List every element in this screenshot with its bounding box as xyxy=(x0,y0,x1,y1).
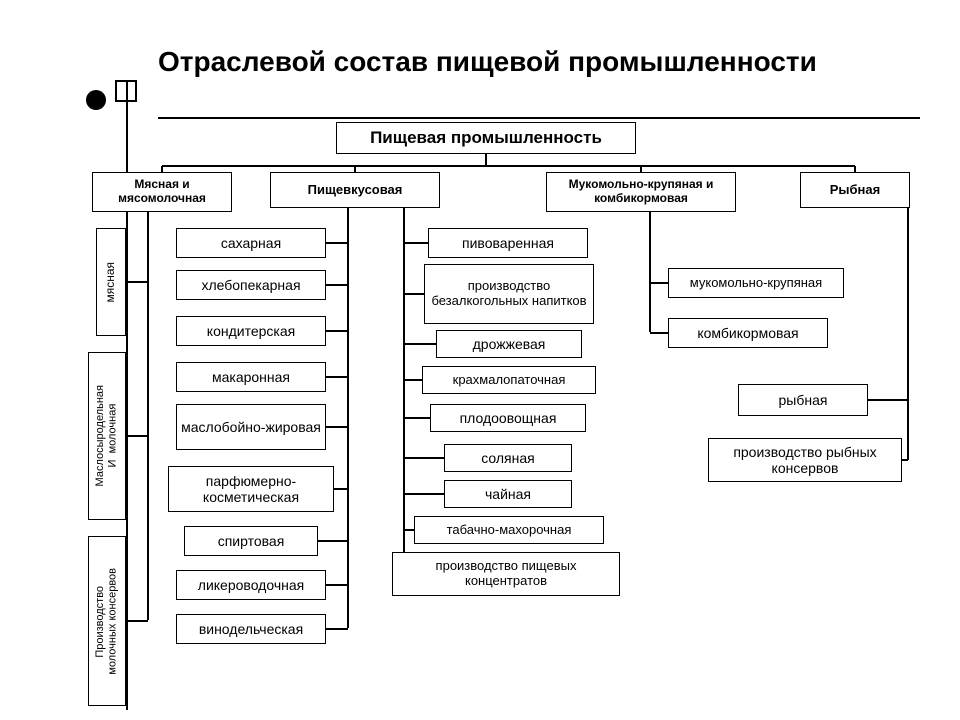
fish-1-label: производство рыбных консервов xyxy=(713,444,897,476)
flavor-right-0-label: пивоваренная xyxy=(462,235,554,251)
flavor-right-6-label: чайная xyxy=(485,486,531,502)
node-dairy-sub-label: Маслосыродельная И молочная xyxy=(94,385,119,486)
flavor-left-1: хлебопекарная xyxy=(176,270,326,300)
branch-fish: Рыбная xyxy=(800,172,910,208)
flavor-left-6-label: спиртовая xyxy=(218,533,285,549)
node-meat-sub-label: мясная xyxy=(104,262,118,303)
flavor-left-2-label: кондитерская xyxy=(207,323,295,339)
flavor-right-8: производство пищевых концентратов xyxy=(392,552,620,596)
flavor-left-1-label: хлебопекарная xyxy=(201,277,300,293)
node-meat-sub: мясная xyxy=(96,228,126,336)
flavor-left-0-label: сахарная xyxy=(221,235,281,251)
flavor-left-0: сахарная xyxy=(176,228,326,258)
root-label: Пищевая промышленность xyxy=(370,128,602,148)
flour-0-label: мукомольно-крупяная xyxy=(690,276,822,291)
fish-1: производство рыбных консервов xyxy=(708,438,902,482)
flavor-left-8-label: винодельческая xyxy=(199,621,303,637)
flavor-left-3: макаронная xyxy=(176,362,326,392)
flavor-right-0: пивоваренная xyxy=(428,228,588,258)
root-node: Пищевая промышленность xyxy=(336,122,636,154)
branch-flavor-label: Пищевкусовая xyxy=(308,183,403,198)
flavor-right-3-label: крахмалопаточная xyxy=(453,373,566,388)
branch-flavor: Пищевкусовая xyxy=(270,172,440,208)
flavor-right-7-label: табачно-махорочная xyxy=(447,523,572,538)
flavor-right-4: плодоовощная xyxy=(430,404,586,432)
title-text: Отраслевой состав пищевой промышленности xyxy=(158,46,817,77)
flavor-left-5-label: парфюмерно-косметическая xyxy=(173,473,329,505)
flavor-right-4-label: плодоовощная xyxy=(460,410,557,426)
node-cans-sub: Производство молочных консервов xyxy=(88,536,126,706)
flour-0: мукомольно-крупяная xyxy=(668,268,844,298)
flour-1-label: комбикормовая xyxy=(697,325,798,341)
flavor-right-5: соляная xyxy=(444,444,572,472)
flavor-right-7: табачно-махорочная xyxy=(414,516,604,544)
branch-fish-label: Рыбная xyxy=(830,183,880,198)
flavor-right-1: производство безалкогольных напитков xyxy=(424,264,594,324)
flavor-right-5-label: соляная xyxy=(481,450,534,466)
branch-flour-label: Мукомольно-крупяная и комбикормовая xyxy=(551,178,731,206)
flavor-right-8-label: производство пищевых концентратов xyxy=(397,559,615,589)
node-cans-sub-label: Производство молочных консервов xyxy=(94,568,119,675)
flavor-right-2-label: дрожжевая xyxy=(473,336,546,352)
flavor-left-2: кондитерская xyxy=(176,316,326,346)
node-dairy-sub: Маслосыродельная И молочная xyxy=(88,352,126,520)
flavor-left-7: ликероводочная xyxy=(176,570,326,600)
flavor-right-3: крахмалопаточная xyxy=(422,366,596,394)
flavor-left-4-label: маслобойно-жировая xyxy=(181,419,321,435)
flavor-left-4: маслобойно-жировая xyxy=(176,404,326,450)
fish-0-label: рыбная xyxy=(779,392,828,408)
flavor-right-2: дрожжевая xyxy=(436,330,582,358)
fish-0: рыбная xyxy=(738,384,868,416)
branch-meat-label: Мясная и мясомолочная xyxy=(97,178,227,206)
flavor-left-5: парфюмерно-косметическая xyxy=(168,466,334,512)
flavor-left-3-label: макаронная xyxy=(212,369,290,385)
flavor-left-8: винодельческая xyxy=(176,614,326,644)
page-title: Отраслевой состав пищевой промышленности xyxy=(158,46,817,78)
flour-1: комбикормовая xyxy=(668,318,828,348)
flavor-right-1-label: производство безалкогольных напитков xyxy=(429,279,589,309)
branch-flour: Мукомольно-крупяная и комбикормовая xyxy=(546,172,736,212)
flavor-left-7-label: ликероводочная xyxy=(198,577,304,593)
flavor-left-6: спиртовая xyxy=(184,526,318,556)
branch-meat: Мясная и мясомолочная xyxy=(92,172,232,212)
flavor-right-6: чайная xyxy=(444,480,572,508)
